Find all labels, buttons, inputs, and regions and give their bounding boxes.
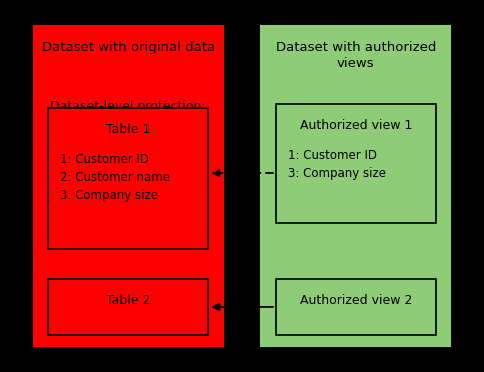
- Text: Dataset-level protection:
Non-confidential: Dataset-level protection: Non-confidenti…: [278, 104, 434, 134]
- Text: Authorized view 1: Authorized view 1: [300, 119, 412, 132]
- Bar: [261, 26, 450, 346]
- Text: Table 1: Table 1: [106, 123, 151, 136]
- Bar: [34, 26, 223, 346]
- Bar: [276, 279, 436, 335]
- Text: Authorized view 2: Authorized view 2: [300, 294, 412, 307]
- Text: 1: Customer ID
3: Company size: 1: Customer ID 3: Company size: [288, 149, 386, 180]
- Bar: [48, 279, 208, 335]
- Text: Dataset with original data: Dataset with original data: [42, 41, 215, 54]
- Bar: [276, 104, 436, 223]
- Text: Table 2: Table 2: [106, 294, 151, 307]
- Bar: [48, 108, 208, 249]
- Text: Dataset-level protection:
Confidential: Dataset-level protection: Confidential: [50, 100, 206, 131]
- Text: Dataset with authorized
views: Dataset with authorized views: [275, 41, 436, 70]
- Text: 1: Customer ID
2: Customer name
3: Company size: 1: Customer ID 2: Customer name 3: Compa…: [60, 153, 170, 202]
